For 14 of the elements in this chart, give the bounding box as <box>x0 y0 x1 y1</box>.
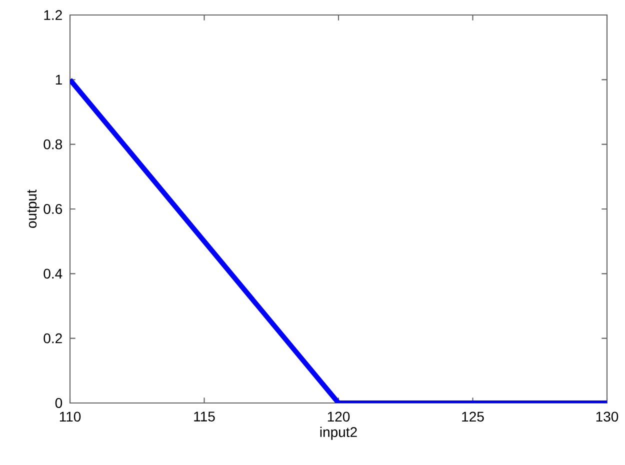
y-tick-label: 0.2 <box>44 333 62 344</box>
y-tick-label: 0.8 <box>44 139 62 150</box>
y-tick-label: 1.2 <box>44 10 62 20</box>
x-tick-label: 120 <box>328 412 350 422</box>
x-tick-label: 115 <box>194 412 215 422</box>
y-tick-label: 0 <box>55 398 62 408</box>
x-axis-title: input2 <box>320 426 357 440</box>
x-tick-label: 125 <box>462 412 484 422</box>
x-tick-label: 130 <box>596 412 618 422</box>
y-tick-label: 0.4 <box>44 268 62 279</box>
y-axis-title: output <box>27 190 40 228</box>
y-tick-label: 0.6 <box>44 204 62 214</box>
x-tick-label: 110 <box>60 412 81 422</box>
y-tick-label: 1 <box>56 74 62 84</box>
